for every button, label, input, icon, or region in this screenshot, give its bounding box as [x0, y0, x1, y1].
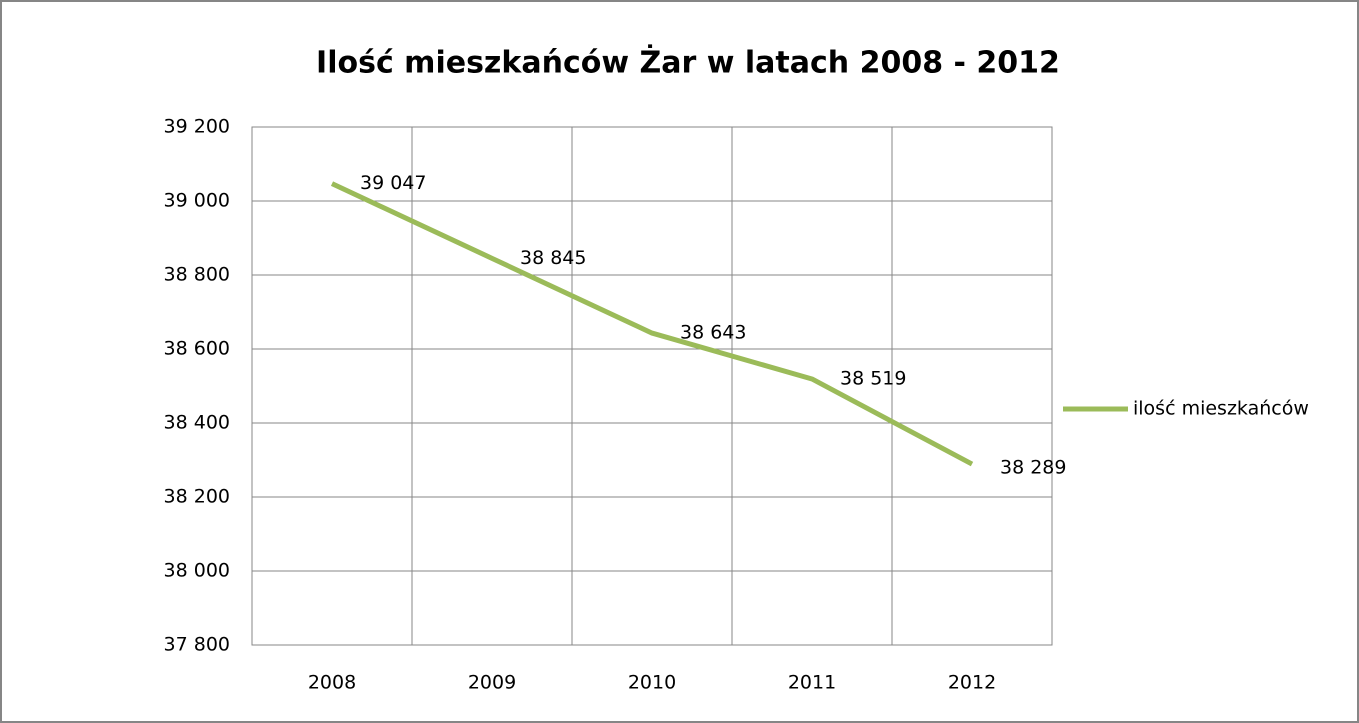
y-tick-label: 38 000	[164, 560, 230, 582]
x-tick-label: 2010	[628, 672, 676, 694]
y-tick-label: 38 800	[164, 264, 230, 286]
x-tick-label: 2009	[468, 672, 516, 694]
data-label: 38 519	[840, 367, 906, 389]
x-tick-label: 2008	[308, 672, 356, 694]
y-tick-label: 38 400	[164, 412, 230, 434]
data-line	[330, 181, 974, 467]
x-tick-label: 2012	[948, 672, 996, 694]
y-tick-label: 39 000	[164, 190, 230, 212]
legend-label: ilość mieszkańców	[1133, 398, 1309, 420]
y-tick-label: 39 200	[164, 116, 230, 138]
data-label: 39 047	[360, 172, 426, 194]
x-tick-label: 2011	[788, 672, 836, 694]
y-tick-label: 37 800	[164, 634, 230, 656]
data-label: 38 845	[520, 247, 586, 269]
data-label: 38 289	[1000, 457, 1066, 479]
plot-border	[251, 126, 1053, 646]
y-tick-label: 38 600	[164, 338, 230, 360]
y-tick-label: 38 200	[164, 486, 230, 508]
data-label: 38 643	[680, 322, 746, 344]
chart-title: Ilość mieszkańców Żar w latach 2008 - 20…	[316, 45, 1060, 81]
